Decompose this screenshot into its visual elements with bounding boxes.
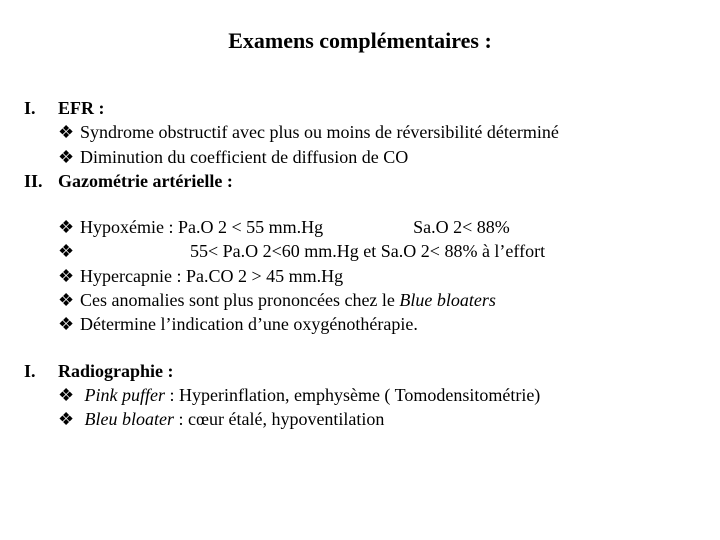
bullet-text: Hypercapnie : Pa.CO 2 > 45 mm.Hg [80,264,696,288]
slide: Examens complémentaires : I. EFR : ❖ Syn… [0,0,720,540]
diamond-icon: ❖ [58,239,80,263]
section-body: ❖ Hypoxémie : Pa.O 2 < 55 mm.Hg Sa.O 2< 8… [58,215,696,336]
diamond-icon: ❖ [58,383,80,407]
text-part-italic: Pink puffer [85,385,165,405]
list-item: ❖ Syndrome obstructif avec plus ou moins… [58,120,696,144]
spacer [24,193,696,215]
bullet-text: Hypoxémie : Pa.O 2 < 55 mm.Hg Sa.O 2< 88% [80,215,696,239]
diamond-icon: ❖ [58,120,80,144]
list-item: ❖ 55< Pa.O 2<60 mm.Hg et Sa.O 2< 88% à l… [58,239,696,263]
bullet-text: Bleu bloater : cœur étalé, hypoventilati… [80,407,696,431]
text-part: 55< Pa.O 2<60 mm.Hg et Sa.O 2< 88% à l’e… [190,241,545,261]
bullet-text: Pink puffer : Hyperinflation, emphysème … [80,383,696,407]
text-part: : cœur étalé, hypoventilation [174,409,384,429]
gazometrie-bullets: ❖ Hypoxémie : Pa.O 2 < 55 mm.Hg Sa.O 2< 8… [24,215,696,336]
section-efr: I. EFR : ❖ Syndrome obstructif avec plus… [24,96,696,169]
text-part-italic: Blue bloaters [399,290,496,310]
diamond-icon: ❖ [58,215,80,239]
page-title: Examens complémentaires : [24,28,696,54]
section-body: Gazométrie artérielle : [58,169,696,193]
spacer [24,337,696,359]
section-heading: Gazométrie artérielle : [58,169,696,193]
diamond-icon: ❖ [58,288,80,312]
section-radiographie: I. Radiographie : ❖ Pink puffer : Hyperi… [24,359,696,432]
list-item: ❖ Hypercapnie : Pa.CO 2 > 45 mm.Hg [58,264,696,288]
text-part: Sa.O 2< 88% [413,217,510,237]
diamond-icon: ❖ [58,145,80,169]
section-number: II. [24,169,58,193]
diamond-icon: ❖ [58,407,80,431]
section-heading: EFR : [58,96,696,120]
section-gazometrie: II. Gazométrie artérielle : [24,169,696,193]
bullet-text: 55< Pa.O 2<60 mm.Hg et Sa.O 2< 88% à l’e… [80,239,696,263]
list-item: ❖ Pink puffer : Hyperinflation, emphysèm… [58,383,696,407]
section-body: EFR : ❖ Syndrome obstructif avec plus ou… [58,96,696,169]
section-number: I. [24,96,58,120]
section-number: I. [24,359,58,383]
bullet-text: Ces anomalies sont plus prononcées chez … [80,288,696,312]
section-body: Radiographie : ❖ Pink puffer : Hyperinfl… [58,359,696,432]
list-item: ❖ Bleu bloater : cœur étalé, hypoventila… [58,407,696,431]
text-part-italic: Bleu bloater [85,409,174,429]
diamond-icon: ❖ [58,264,80,288]
text-part: Hypoxémie : Pa.O 2 < 55 mm.Hg [80,217,323,237]
bullet-text: Détermine l’indication d’une oxygénothér… [80,312,696,336]
list-item: ❖ Diminution du coefficient de diffusion… [58,145,696,169]
section-heading: Radiographie : [58,359,696,383]
list-item: ❖ Hypoxémie : Pa.O 2 < 55 mm.Hg Sa.O 2< 8… [58,215,696,239]
bullet-text: Diminution du coefficient de diffusion d… [80,145,696,169]
diamond-icon: ❖ [58,312,80,336]
text-part: Ces anomalies sont plus prononcées chez … [80,290,399,310]
bullet-text: Syndrome obstructif avec plus ou moins d… [80,120,696,144]
list-item: ❖ Détermine l’indication d’une oxygénoth… [58,312,696,336]
text-part: : Hyperinflation, emphysème ( Tomodensit… [165,385,540,405]
list-item: ❖ Ces anomalies sont plus prononcées che… [58,288,696,312]
